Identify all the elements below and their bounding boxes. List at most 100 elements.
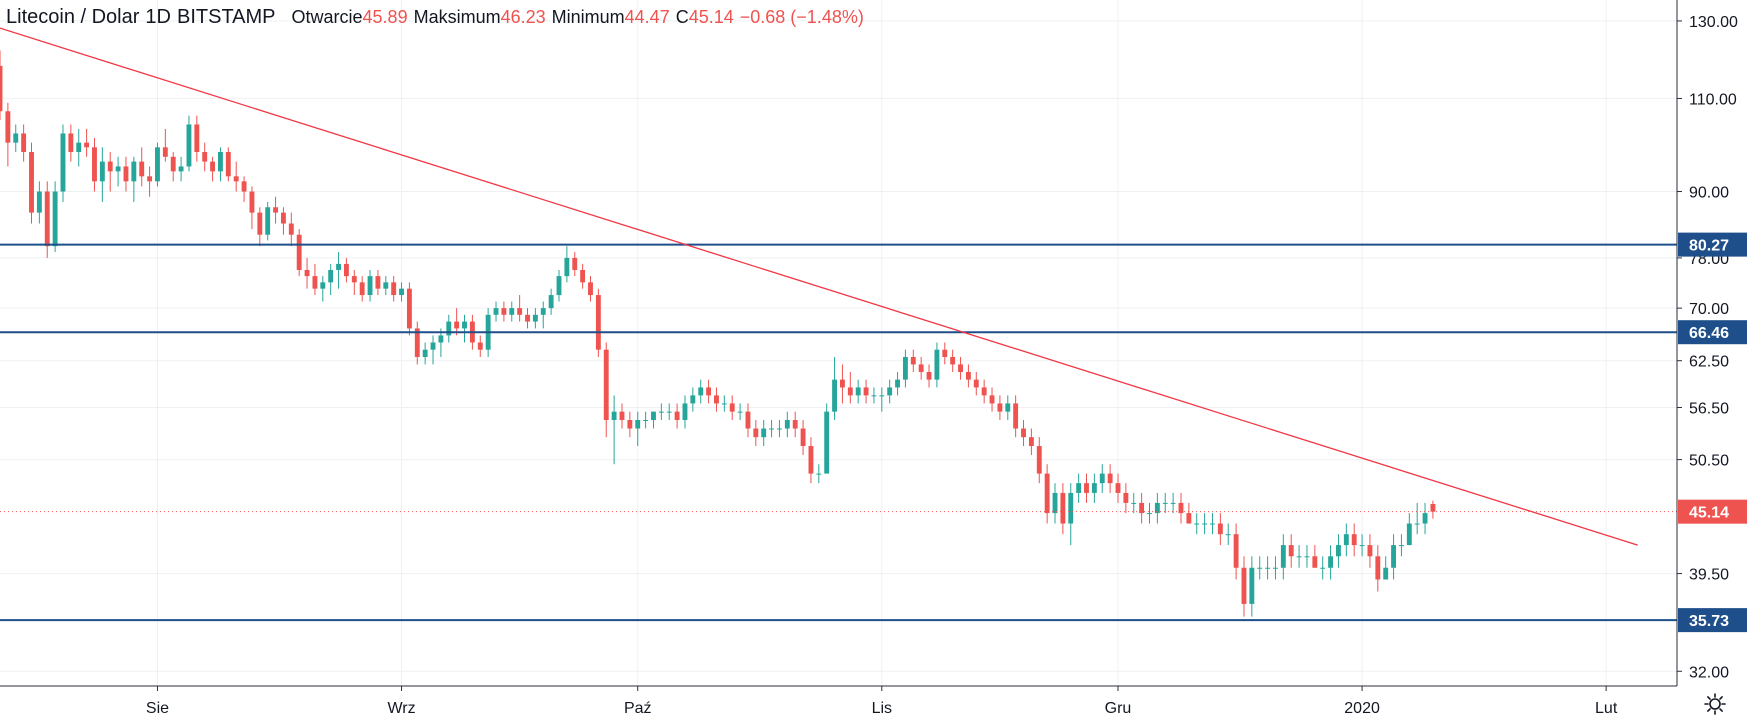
candle	[1052, 483, 1058, 524]
candle-body	[1139, 502, 1145, 514]
candle-body	[926, 371, 932, 380]
candle-body	[328, 269, 334, 283]
candle-body	[1107, 473, 1113, 484]
candle-body	[210, 161, 216, 172]
candle	[981, 379, 987, 404]
candle	[698, 379, 704, 404]
candle	[1398, 534, 1404, 557]
candle-body	[729, 403, 735, 412]
candle	[611, 395, 617, 465]
candle	[399, 282, 404, 302]
trend-line[interactable]	[0, 27, 1638, 546]
candle-body	[44, 191, 50, 247]
candle-body	[580, 269, 586, 283]
ohlc-high: Maksimum46.23	[414, 7, 546, 28]
candle	[320, 276, 326, 302]
candle-body	[902, 357, 908, 380]
candle	[1296, 545, 1302, 568]
candle	[438, 328, 444, 358]
candle	[107, 152, 113, 192]
price-axis[interactable]: 130.00110.0090.0078.0070.0062.5056.5050.…	[1677, 14, 1738, 681]
candle	[60, 124, 66, 202]
candle-body	[249, 191, 255, 213]
candle-body	[1391, 545, 1397, 568]
candle	[218, 147, 223, 182]
horizontal-levels[interactable]	[0, 243, 1677, 622]
interval-label[interactable]: 1D	[145, 6, 171, 28]
candle-body	[761, 428, 767, 438]
candle-body	[1084, 483, 1089, 493]
candle-body	[76, 142, 82, 153]
candle-body	[1060, 492, 1066, 524]
candle	[1147, 502, 1152, 524]
candle	[186, 115, 192, 172]
candle	[0, 50, 3, 121]
candle-body	[1249, 567, 1255, 604]
time-tick-label: 2020	[1344, 700, 1380, 717]
time-axis[interactable]: Sie Wrz Paź Lis Gru 2020 Lut	[146, 686, 1618, 717]
candle-body	[288, 223, 294, 235]
candle	[123, 156, 129, 192]
candle	[265, 201, 271, 241]
candle	[351, 269, 357, 296]
candle-body	[784, 420, 790, 429]
candle-body	[233, 176, 239, 182]
candle	[769, 420, 775, 438]
ohlc-low: Minimum44.47	[552, 7, 670, 28]
candle	[280, 207, 286, 235]
change-value: −0.68 (−1.48%)	[739, 7, 864, 27]
price-tick-label: 130.00	[1689, 14, 1738, 31]
time-tick-label: Gru	[1105, 700, 1132, 717]
candle	[714, 387, 719, 412]
candle-body	[1178, 502, 1184, 514]
candle-body	[721, 403, 727, 405]
candle	[76, 128, 82, 167]
candle	[989, 387, 995, 412]
candle	[477, 335, 483, 358]
price-tick-label: 70.00	[1689, 301, 1729, 318]
trend-line-segment[interactable]	[0, 27, 1638, 546]
candle-body	[1288, 545, 1294, 557]
candle	[1210, 513, 1215, 535]
candle-body	[414, 328, 420, 358]
candle	[304, 257, 310, 289]
candle-body	[824, 411, 830, 474]
candle	[753, 420, 759, 447]
candle-body	[753, 428, 759, 438]
level-price-tag	[1678, 232, 1747, 257]
candle	[682, 395, 688, 429]
candle-body	[635, 420, 641, 429]
candle	[36, 181, 42, 224]
candle	[1044, 464, 1050, 524]
chart-grid	[0, 0, 1677, 686]
candle-body	[1021, 428, 1026, 438]
candle-body	[422, 349, 428, 358]
candle-body	[52, 191, 58, 247]
candle-body	[910, 357, 916, 365]
candle	[532, 308, 538, 329]
candle-body	[162, 147, 168, 157]
candle-body	[603, 349, 609, 421]
gear-icon[interactable]	[1703, 692, 1727, 716]
candle	[721, 395, 727, 412]
candle	[312, 263, 318, 296]
candle	[1217, 513, 1223, 546]
candle-body	[336, 263, 341, 270]
candle	[1107, 464, 1113, 493]
candle-body	[808, 446, 814, 474]
candle	[1414, 502, 1420, 535]
candle-body	[13, 133, 19, 143]
candle	[1336, 534, 1341, 568]
candle	[1320, 556, 1326, 580]
candle	[1257, 556, 1263, 580]
candle-body	[737, 411, 743, 413]
candle-body	[1036, 446, 1042, 474]
candle	[454, 308, 460, 336]
symbol-name[interactable]: Litecoin / Dolar	[6, 6, 140, 28]
candle	[816, 464, 822, 484]
candle-body	[5, 111, 11, 143]
candle	[375, 269, 381, 296]
candle	[257, 207, 263, 247]
candle	[29, 142, 34, 224]
